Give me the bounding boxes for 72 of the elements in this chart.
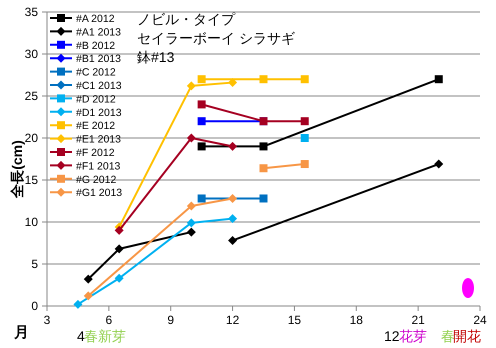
text: 開花 [453, 328, 481, 344]
legend-label: #G 2012 [76, 174, 116, 186]
annotation: 鉢#13 [137, 49, 175, 65]
x-tick-label: 9 [167, 313, 174, 327]
legend-label: #F1 2013 [76, 160, 121, 172]
point [300, 75, 309, 84]
y-tick-label: 25 [24, 89, 38, 103]
point [114, 274, 124, 283]
legend-label: #E1 2013 [76, 134, 122, 146]
x-tick-label: 24 [473, 313, 487, 327]
point [198, 75, 206, 84]
point [260, 194, 268, 202]
annotation: セイラーボーイ シラサギ [137, 30, 295, 46]
text: 春新芽 [84, 328, 126, 344]
text: 花芽 [399, 328, 427, 344]
point [260, 142, 268, 150]
legend-label: #A 2012 [76, 13, 115, 25]
point [114, 226, 124, 235]
annotation: ノビル・タイプ [137, 11, 236, 27]
point [300, 134, 309, 142]
x-tick-label: 18 [350, 313, 364, 327]
point [228, 194, 238, 203]
y-tick-label: 35 [24, 5, 38, 19]
point [114, 244, 124, 254]
legend-label: #A1 2013 [76, 26, 122, 38]
point [260, 164, 268, 172]
x-tick-label: 15 [288, 313, 302, 327]
x-tick-label: 3 [44, 313, 51, 327]
point [198, 142, 206, 150]
point [186, 134, 196, 142]
legend-label: #F 2012 [76, 147, 115, 159]
x-tick-label: 21 [411, 313, 426, 327]
y-tick-label: 15 [24, 173, 38, 187]
point [198, 117, 206, 126]
x-tick-label: 6 [106, 313, 113, 327]
x-axis-title: 月 [13, 324, 29, 341]
point [186, 81, 196, 90]
point [434, 75, 443, 84]
point [300, 160, 309, 168]
y-tick-label: 10 [24, 215, 38, 229]
point [84, 274, 93, 284]
legend-label: #B 2012 [76, 40, 116, 52]
point [186, 228, 196, 237]
legend-label: #C1 2013 [76, 80, 122, 92]
point [198, 194, 206, 202]
y-tick-label: 30 [24, 47, 38, 61]
x-tick-label: 12 [226, 313, 240, 327]
text: 春 [441, 328, 455, 344]
point [260, 75, 268, 84]
legend-label: #D 2012 [76, 93, 116, 106]
y-axis-title: 全長(cm) [9, 140, 25, 199]
y-tick-label: 5 [31, 257, 38, 271]
text: 12 [384, 328, 400, 344]
point [198, 100, 206, 108]
legend-label: #C 2012 [76, 66, 116, 79]
text: 4 [77, 328, 85, 344]
point [434, 160, 444, 169]
point [73, 300, 82, 309]
point [186, 218, 196, 228]
legend-label: #G1 2013 [76, 187, 122, 200]
legend-label: #B1 2013 [76, 53, 122, 66]
point [84, 291, 93, 300]
point [186, 202, 196, 211]
point [228, 236, 238, 245]
y-tick-label: 0 [31, 299, 38, 313]
point [228, 142, 238, 151]
y-tick-label: 20 [24, 131, 38, 145]
point [228, 78, 238, 88]
point [228, 214, 238, 224]
legend-label: #D1 2013 [76, 106, 122, 119]
point [300, 117, 309, 126]
legend-label: #E 2012 [76, 120, 116, 132]
